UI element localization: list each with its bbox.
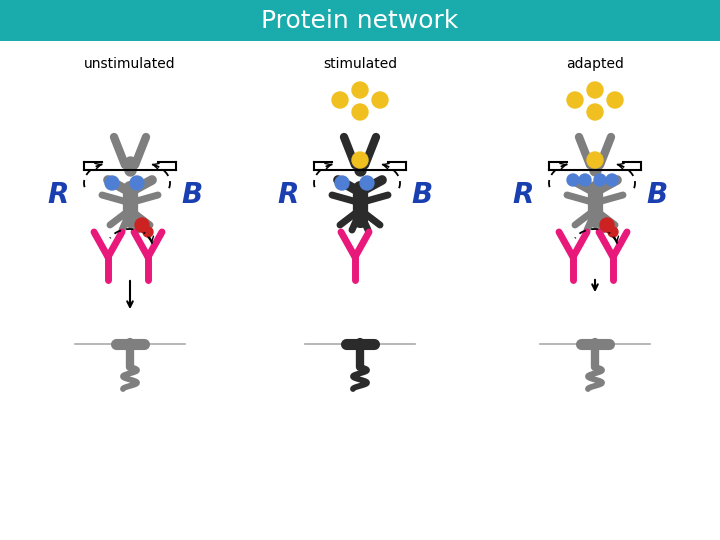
Circle shape [360,176,374,190]
Text: R: R [513,181,534,209]
Circle shape [600,218,614,232]
Bar [0,0,720,41]
Text: B: B [647,181,667,209]
Circle shape [135,218,149,232]
Text: unstimulated: unstimulated [84,57,176,71]
Circle shape [567,174,579,186]
Circle shape [332,92,348,108]
Circle shape [352,104,368,120]
Text: R: R [277,181,299,209]
Text: stimulated: stimulated [323,57,397,71]
Text: B: B [181,181,202,209]
Circle shape [352,82,368,98]
Circle shape [130,176,144,190]
Circle shape [608,227,618,237]
Circle shape [352,152,368,168]
Circle shape [606,174,618,186]
Circle shape [579,174,591,186]
Circle shape [567,92,583,108]
Text: R: R [48,181,68,209]
Text: adapted: adapted [566,57,624,71]
Circle shape [587,152,603,168]
Circle shape [372,92,388,108]
Text: B: B [411,181,433,209]
Circle shape [607,92,623,108]
Text: Protein network: Protein network [261,9,459,33]
Circle shape [594,174,606,186]
Circle shape [335,176,349,190]
Circle shape [105,176,119,190]
Circle shape [143,227,153,237]
Circle shape [587,82,603,98]
Circle shape [587,104,603,120]
